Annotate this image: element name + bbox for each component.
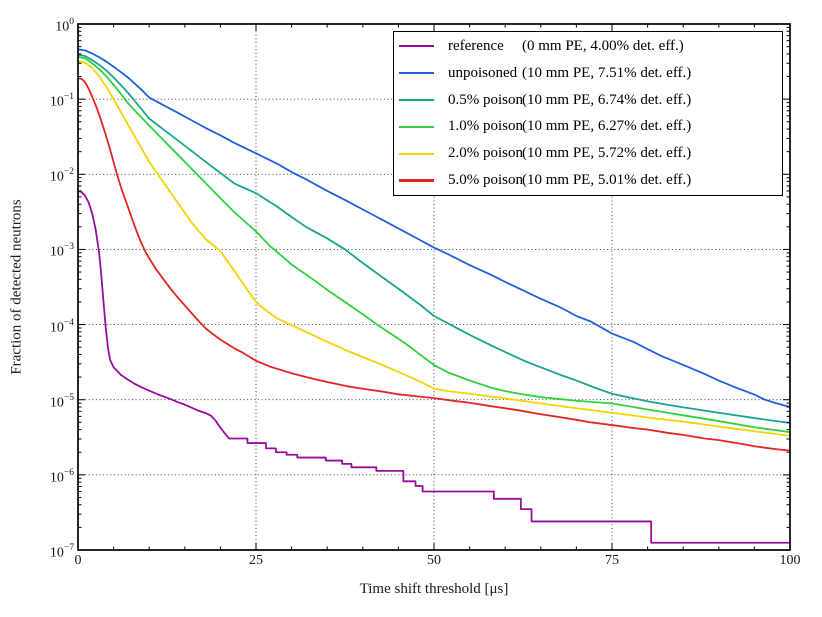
curve-1-0-poison <box>77 55 791 434</box>
legend-series-name: 5.0% poison <box>448 172 523 189</box>
legend-row-reference: reference (0 mm PE, 4.00% det. eff.) <box>394 34 782 59</box>
y-axis-label: Fraction of detected neutrons <box>8 199 25 375</box>
y-tick-label: 10−4 <box>49 317 74 336</box>
legend-series-detail: (10 mm PE, 6.74% det. eff.) <box>522 91 692 108</box>
legend-row-0-5-poison: 0.5% poison (10 mm PE, 6.74% det. eff.) <box>394 88 782 113</box>
curve-5-0-poison <box>77 77 791 452</box>
legend-line-sample <box>399 98 434 102</box>
legend-row-2-0-poison: 2.0% poison (10 mm PE, 5.72% det. eff.) <box>394 141 782 166</box>
legend-series-name: 1.0% poison <box>448 118 523 135</box>
y-tick-label: 10−3 <box>49 242 74 261</box>
y-tick-label: 100 <box>55 17 74 35</box>
curve-reference <box>77 190 791 544</box>
legend-series-detail: (10 mm PE, 7.51% det. eff.) <box>522 64 692 81</box>
y-tick-label: 10−7 <box>49 543 74 561</box>
legend-row-unpoisoned: unpoisoned (10 mm PE, 7.51% det. eff.) <box>394 61 782 86</box>
legend-row-1-0-poison: 1.0% poison (10 mm PE, 6.27% det. eff.) <box>394 114 782 139</box>
legend-series-name: unpoisoned <box>448 64 518 81</box>
curve-0-5-poison <box>77 53 791 424</box>
legend-line-sample <box>399 152 434 155</box>
x-tick-label: 0 <box>74 553 82 568</box>
x-tick-label: 25 <box>249 553 263 568</box>
legend-series-detail: (0 mm PE, 4.00% det. eff.) <box>522 37 684 54</box>
y-tick-label: 10−1 <box>49 92 74 110</box>
gridlines <box>78 24 790 550</box>
curves <box>77 48 791 544</box>
x-tick-label: 75 <box>605 553 619 568</box>
legend-series-name: 0.5% poison <box>448 91 523 108</box>
x-tick-label: 50 <box>427 553 441 568</box>
legend-series-detail: (10 mm PE, 5.01% det. eff.) <box>522 172 692 189</box>
y-tick-label: 10−6 <box>49 467 74 486</box>
legend-series-name: reference <box>448 37 504 54</box>
legend-series-name: 2.0% poison <box>448 145 523 162</box>
curve-2-0-poison <box>77 60 791 437</box>
legend-line-sample <box>399 179 434 182</box>
legend-line-sample <box>399 45 434 48</box>
x-tick-label: 100 <box>779 553 801 568</box>
plot-frame <box>77 23 791 551</box>
legend: reference (0 mm PE, 4.00% det. eff.) unpoi… <box>393 31 783 196</box>
y-tick-label: 10−5 <box>49 392 74 411</box>
y-tick-label: 10−2 <box>49 167 74 185</box>
legend-line-sample <box>399 125 434 128</box>
legend-line-sample <box>399 72 434 75</box>
x-axis-label: Time shift threshold [μs] <box>359 581 509 597</box>
legend-series-detail: (10 mm PE, 6.27% det. eff.) <box>522 118 692 135</box>
curve-unpoisoned <box>77 48 791 408</box>
legend-series-detail: (10 mm PE, 5.72% det. eff.) <box>522 145 692 162</box>
legend-row-5-0-poison: 5.0% poison (10 mm PE, 5.01% det. eff.) <box>394 168 782 193</box>
